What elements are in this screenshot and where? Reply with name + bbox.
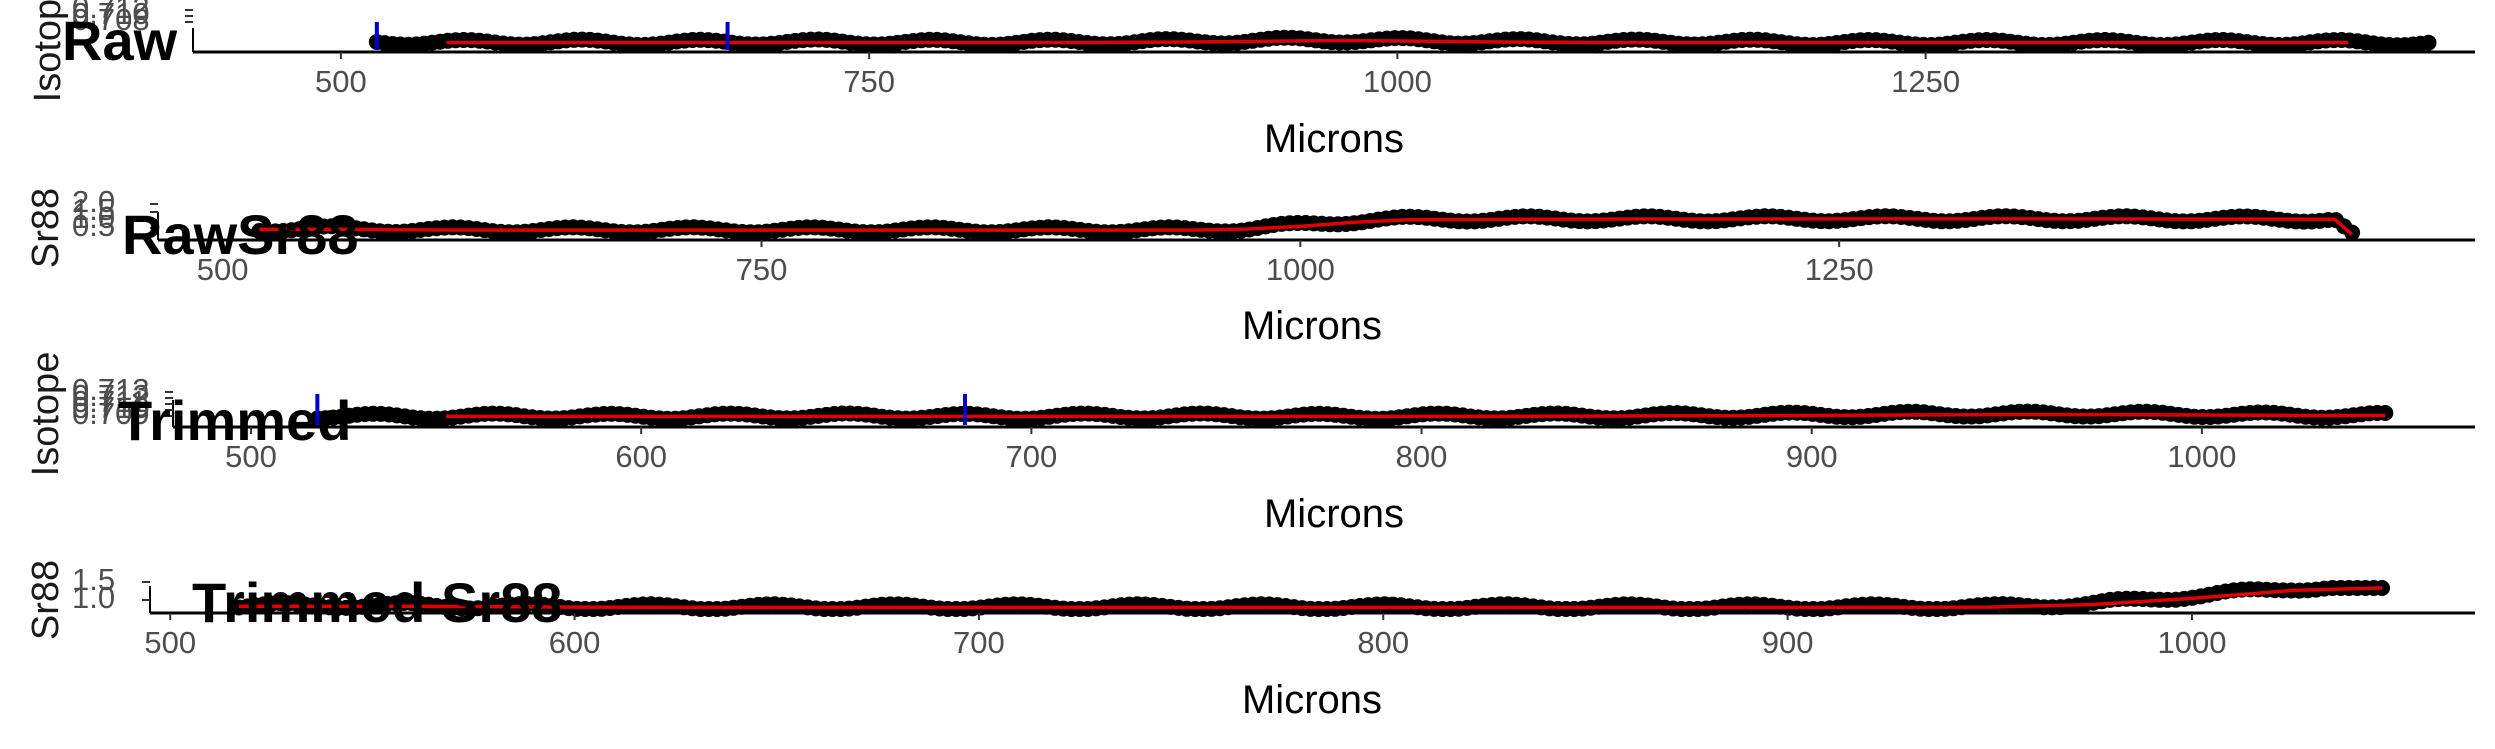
x-tick-label: 1250: [1805, 252, 1874, 287]
y-tick-label: 2.0: [72, 184, 115, 219]
panel-title: Trimmed Sr88: [192, 571, 562, 634]
panel-raw-sr88: 500 750 1000 1250 0.51.01.52.0 Microns Sr88…: [25, 184, 2475, 348]
y-ticks-trimmed-sr88: 1.01.5: [72, 562, 150, 615]
data-point: [2377, 405, 2394, 421]
y-axis-title: Isotope: [25, 352, 67, 477]
data-point: [2420, 34, 2437, 51]
x-axis-title: Microns: [1242, 678, 1382, 722]
x-tick-label: 600: [615, 439, 667, 474]
x-axis-title: Microns: [1264, 117, 1404, 161]
marks-raw-isotope: [368, 22, 2437, 54]
x-tick-label: 1250: [1891, 64, 1960, 99]
x-tick-label: 1000: [2167, 439, 2236, 474]
y-tick-label: 0.710: [72, 0, 150, 31]
panel-trimmed-isotope: 500 600 700 800 900 1000 0.7090.7100.7110.712…: [25, 352, 2475, 536]
x-tick-label: 900: [1762, 625, 1814, 660]
marks-trimmed-isotope: [309, 394, 2394, 427]
smoothed-line: [446, 38, 2349, 45]
x-ticks-raw-isotope: 500 750 1000 1250: [315, 52, 1960, 99]
x-tick-label: 750: [843, 64, 895, 99]
x-tick-label: 900: [1786, 439, 1838, 474]
smoothed-line: [259, 217, 2354, 236]
x-tick-label: 800: [1396, 439, 1448, 474]
y-tick-label: 1.0: [72, 200, 115, 235]
panel-title: Trimmed: [118, 389, 351, 452]
panel-title: Raw: [62, 9, 178, 72]
marks-raw-sr88: [251, 208, 2361, 241]
panel-trimmed-sr88: 500 600 700 800 900 1000 1.01.5 Microns Sr88 …: [25, 560, 2475, 722]
y-tick-label: 0.710: [72, 390, 150, 425]
x-tick-label: 1000: [2157, 625, 2226, 660]
y-tick-label: 0.708: [72, 2, 150, 37]
y-axis-title: Sr88: [25, 188, 67, 268]
x-tick-label: 1000: [1363, 64, 1432, 99]
y-tick-label: 0.712: [72, 378, 150, 413]
x-tick-label: 700: [1006, 439, 1058, 474]
x-tick-label: 500: [197, 252, 249, 287]
x-tick-label: 700: [953, 625, 1005, 660]
x-ticks-trimmed-sr88: 500 600 700 800 900 1000: [144, 613, 2226, 660]
panel-title: RawSr88: [122, 203, 359, 266]
x-axis-title: Microns: [1242, 304, 1382, 348]
y-tick-label: 0.712: [72, 0, 150, 25]
y-ticks-raw-sr88: 0.51.01.52.0: [72, 184, 158, 243]
x-ticks-trimmed-isotope: 500 600 700 800 900 1000: [225, 427, 2236, 474]
x-tick-label: 500: [144, 625, 196, 660]
y-tick-label: 1.5: [72, 192, 115, 227]
x-ticks-raw-sr88: 500 750 1000 1250: [197, 240, 1874, 287]
smoothed-line: [446, 412, 2386, 419]
x-tick-label: 600: [549, 625, 601, 660]
x-tick-label: 750: [736, 252, 788, 287]
x-tick-label: 500: [315, 64, 367, 99]
x-tick-label: 500: [225, 439, 277, 474]
x-tick-label: 1000: [1266, 252, 1335, 287]
x-axis-title: Microns: [1264, 492, 1404, 536]
y-tick-label: 1.0: [72, 580, 115, 615]
y-tick-label: 0.713: [72, 372, 150, 407]
x-tick-label: 800: [1357, 625, 1409, 660]
y-tick-label: 1.5: [72, 562, 115, 597]
smoothed-line: [239, 586, 2383, 610]
y-tick-label: 0.5: [72, 208, 115, 243]
y-tick-label: 0.711: [72, 384, 147, 419]
y-tick-label: 0.709: [72, 396, 150, 431]
y-axis-title: Sr88: [25, 560, 67, 640]
y-axis-title: Isotope: [27, 0, 69, 102]
